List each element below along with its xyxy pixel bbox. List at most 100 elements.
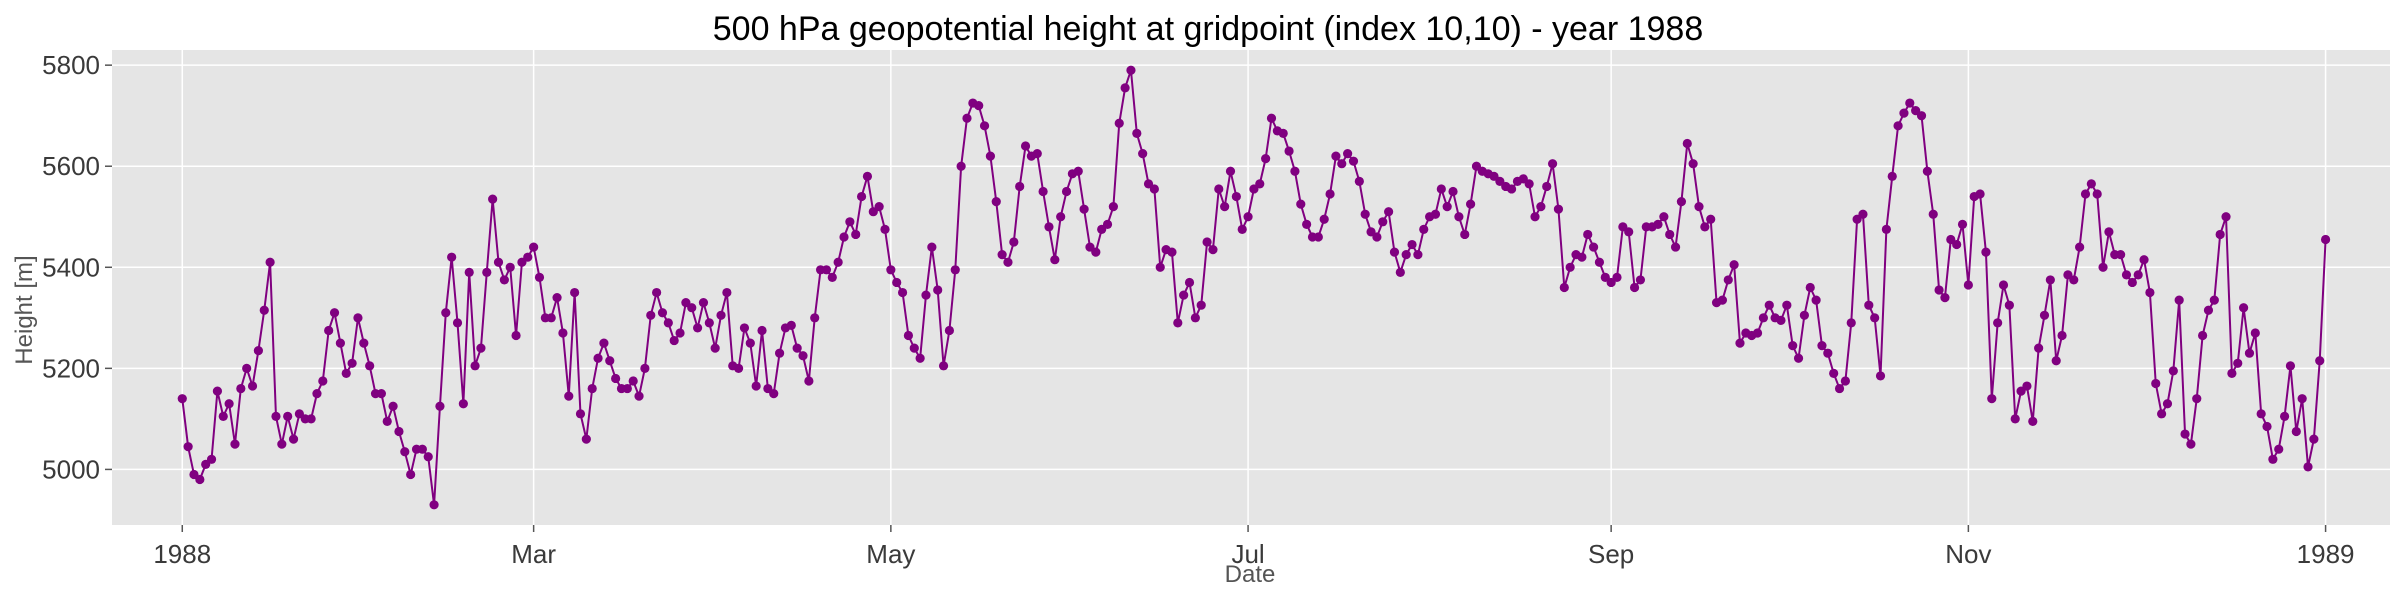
data-point (271, 411, 281, 421)
data-point (851, 229, 861, 240)
data-point (464, 267, 474, 277)
data-point (2303, 462, 2313, 472)
data-point (1389, 247, 1400, 257)
data-point (476, 343, 486, 353)
data-point (2297, 394, 2307, 404)
data-point (2116, 250, 2126, 260)
data-point (634, 391, 644, 401)
data-point (628, 376, 638, 386)
data-point (874, 202, 884, 212)
y-tick-label: 5200 (42, 353, 100, 383)
data-point (1155, 262, 1165, 272)
data-point (2080, 189, 2091, 199)
data-point (1436, 184, 1446, 194)
data-point (1922, 166, 1932, 176)
data-point (903, 330, 914, 341)
data-point (798, 351, 808, 361)
data-point (2022, 381, 2032, 391)
x-tick-label: Nov (1945, 539, 1991, 569)
data-point (1208, 245, 1218, 255)
data-point (1612, 272, 1622, 282)
data-point (1032, 148, 1042, 159)
data-point (1190, 313, 1200, 323)
data-point (2198, 330, 2208, 341)
data-point (1758, 313, 1768, 323)
data-point (1764, 300, 1774, 310)
data-point (1916, 111, 1927, 121)
data-point (657, 308, 668, 318)
data-point (1542, 181, 1552, 192)
data-point (1905, 98, 1915, 108)
data-point (1448, 186, 1458, 197)
data-point (2133, 270, 2143, 280)
data-point (1717, 295, 1728, 305)
data-point (288, 434, 299, 444)
data-point (417, 444, 427, 454)
data-point (1343, 148, 1353, 159)
data-point (821, 265, 832, 275)
data-point (581, 434, 591, 444)
data-point (277, 439, 287, 449)
data-point (716, 310, 726, 320)
data-point (218, 411, 228, 421)
data-point (892, 277, 902, 288)
data-point (1419, 224, 1429, 234)
data-point (1530, 212, 1540, 222)
data-point (406, 469, 416, 480)
data-point (1009, 237, 1019, 247)
data-point (1506, 184, 1517, 194)
data-point (2262, 421, 2272, 432)
data-point (1407, 239, 1417, 250)
data-point (856, 191, 867, 202)
data-point (470, 361, 480, 371)
data-point (283, 411, 293, 421)
data-point (2203, 305, 2214, 315)
data-point (2057, 330, 2067, 341)
data-point (1536, 202, 1546, 212)
data-point (1823, 348, 1833, 358)
data-point (435, 401, 445, 411)
data-point (1202, 237, 1212, 247)
data-point (1735, 338, 1745, 348)
data-point (206, 454, 217, 464)
data-point (1430, 209, 1441, 219)
data-point (886, 265, 896, 275)
data-point (599, 338, 609, 348)
data-point (2256, 409, 2266, 419)
data-point (1700, 222, 1710, 232)
data-point (962, 113, 972, 123)
data-point (1460, 229, 1470, 240)
data-point (751, 381, 761, 391)
data-point (429, 500, 439, 510)
data-point (921, 290, 931, 300)
data-point (347, 358, 357, 368)
data-point (2092, 189, 2102, 199)
data-point (1829, 368, 1839, 378)
data-point (2075, 242, 2085, 252)
data-point (745, 338, 755, 348)
data-point (2086, 179, 2096, 189)
data-point (1635, 275, 1646, 285)
data-point (1261, 154, 1271, 164)
data-point (663, 318, 673, 328)
data-point (558, 328, 568, 338)
data-point (880, 224, 890, 234)
data-point (1834, 383, 1845, 394)
data-point (1296, 199, 1306, 209)
data-point (1629, 282, 1640, 293)
y-axis-ticks: 5000 5200 5400 5600 5800 (42, 50, 112, 484)
chart-title: 500 hPa geopotential height at gridpoint… (713, 10, 1703, 48)
data-point (335, 338, 345, 348)
data-point (1928, 209, 1938, 219)
data-point (2034, 343, 2044, 353)
data-point (1975, 189, 1985, 199)
data-point (1102, 219, 1113, 229)
data-point (1401, 250, 1411, 260)
data-point (1255, 179, 1265, 189)
data-point (1378, 217, 1388, 227)
data-point (1454, 212, 1464, 222)
data-point (710, 343, 720, 353)
data-point (1348, 156, 1359, 166)
data-point (897, 287, 908, 298)
data-point (646, 310, 656, 320)
